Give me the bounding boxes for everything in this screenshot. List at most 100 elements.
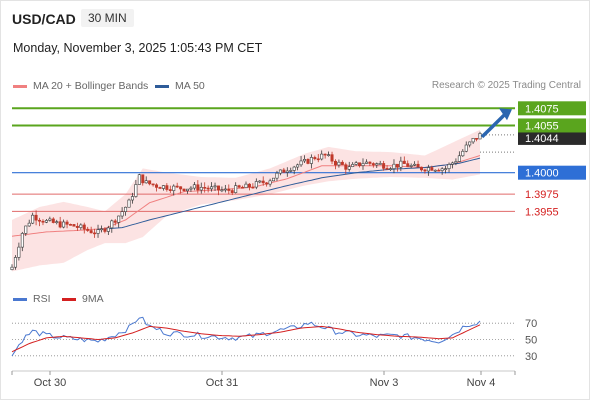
legend-swatch-ma20 <box>13 84 27 88</box>
legend-label-rsi: RSI <box>33 293 51 305</box>
candle-body <box>258 180 262 183</box>
ma50-line <box>97 157 481 230</box>
legend-swatch-ma50 <box>155 84 169 88</box>
candle-body <box>292 166 296 171</box>
candle-body <box>444 168 448 170</box>
legend-9ma: 9MA <box>62 293 104 305</box>
level-label-1-4075-bg <box>518 101 586 116</box>
candle-body <box>457 155 461 162</box>
candle-body <box>51 218 55 223</box>
candle-body <box>179 186 183 190</box>
candle-body <box>31 214 35 224</box>
legend-rsi: RSI <box>13 293 51 305</box>
candle-body <box>406 163 410 167</box>
candle-body <box>440 168 444 171</box>
bollinger-band <box>12 129 480 272</box>
candle-body <box>148 180 152 185</box>
candle-body <box>234 185 238 193</box>
candle-body <box>285 170 289 173</box>
candle-body <box>155 184 159 188</box>
candle-body <box>127 199 131 208</box>
candle-body <box>20 233 24 248</box>
candle-body <box>347 166 351 170</box>
candle-body <box>223 188 227 191</box>
rsi-tick-50: 50 <box>525 335 537 347</box>
candle-body <box>199 186 203 191</box>
candle-body <box>58 221 62 228</box>
candle-body <box>69 224 73 226</box>
legend-label-ma20: MA 20 + Bollinger Bands <box>33 80 149 92</box>
datetime-label: Monday, November 3, 2025 1:05:43 PM CET <box>13 41 263 55</box>
candle-body <box>137 174 141 185</box>
candle-body <box>468 141 472 146</box>
candle-body <box>34 214 38 221</box>
candle-body <box>82 224 86 230</box>
candle-body <box>368 161 372 164</box>
candle-body <box>344 164 348 170</box>
candle-body <box>272 177 276 182</box>
candle-body <box>389 168 393 170</box>
rsi-tick-30: 30 <box>525 351 537 363</box>
candle-body <box>361 163 365 166</box>
candle-body <box>375 163 379 166</box>
rsi-9ma-line <box>11 324 481 353</box>
candle-body <box>378 163 382 165</box>
candle-body <box>475 138 479 140</box>
level-label-1-4055-bg <box>518 118 586 133</box>
candle-body <box>75 225 79 228</box>
candle-body <box>333 160 337 166</box>
candle-body <box>24 225 28 234</box>
candle-body <box>265 182 269 185</box>
candle-body <box>299 160 303 166</box>
candle-body <box>13 257 17 268</box>
candle-body <box>447 164 451 169</box>
candle-body <box>261 180 265 184</box>
candle-body <box>89 230 93 234</box>
candle-body <box>175 185 179 188</box>
candle-body <box>354 162 358 165</box>
candle-body <box>330 154 334 162</box>
candle-body <box>168 189 172 191</box>
candle-body <box>161 185 165 189</box>
candle-body <box>278 169 282 174</box>
x-tick-label: Nov 4 <box>467 377 496 389</box>
candle-body <box>416 163 420 168</box>
symbol-title: USD/CAD <box>12 11 76 27</box>
candle-body <box>399 160 403 168</box>
candle-body <box>189 187 193 190</box>
candle-body <box>316 158 320 161</box>
candle-body <box>79 224 83 228</box>
candle-body <box>454 161 458 164</box>
candle-body <box>419 166 423 171</box>
candle-body <box>62 221 66 228</box>
candle-body <box>430 167 434 171</box>
level-label-1-4000-bg <box>518 165 586 180</box>
interval-badge[interactable]: 30 MIN <box>81 9 134 27</box>
candle-body <box>41 220 45 223</box>
candle-body <box>320 153 324 160</box>
candle-body <box>423 169 427 172</box>
level-label-1-4044: 1.4044 <box>525 133 559 145</box>
level-label-1-4075: 1.4075 <box>525 103 559 115</box>
legend-swatch-rsi <box>13 297 27 301</box>
candle-body <box>151 183 155 186</box>
candle-body <box>306 159 310 164</box>
candle-body <box>10 266 14 270</box>
candle-body <box>323 153 327 156</box>
level-label-1-4000: 1.4000 <box>525 168 559 180</box>
candle-body <box>392 163 396 169</box>
legend-swatch-9ma <box>62 297 76 301</box>
candle-body <box>158 187 162 189</box>
forecast-arrow-shaft <box>480 112 508 139</box>
candle-body <box>327 154 331 156</box>
candle-body <box>144 180 148 184</box>
candle-body <box>38 219 42 222</box>
level-label-1-3955: 1.3955 <box>525 206 559 218</box>
candle-body <box>165 185 169 190</box>
candle-body <box>120 211 124 217</box>
candle-body <box>309 157 313 164</box>
candle-body <box>186 188 190 192</box>
candle-body <box>409 165 413 167</box>
candle-body <box>48 218 52 221</box>
candle-body <box>385 168 389 170</box>
